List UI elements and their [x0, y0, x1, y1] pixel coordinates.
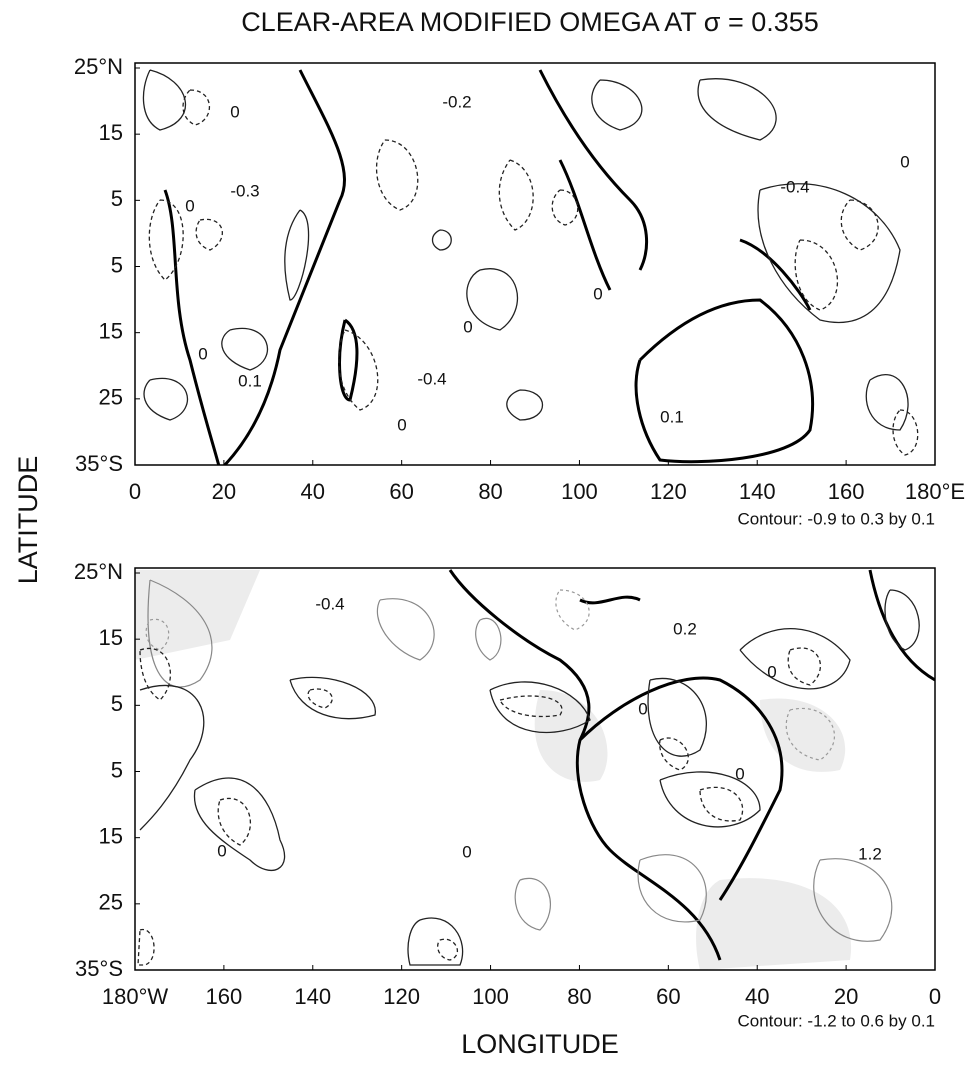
y-axis-label: LATITUDE — [13, 456, 43, 585]
x-tick-label: 80 — [567, 984, 591, 1009]
contour-label: 0 — [638, 699, 647, 718]
contour-label: -0.4 — [780, 177, 809, 196]
contour-label: -0.4 — [417, 369, 446, 388]
contour-label: -0.4 — [315, 594, 344, 613]
contour-label: 0 — [463, 317, 472, 336]
x-tick-label: 0 — [929, 984, 941, 1009]
contour-label: 0 — [230, 102, 239, 121]
contour-label: 0.1 — [238, 371, 262, 390]
plot-frame — [134, 567, 936, 971]
contour-label: 0 — [185, 196, 194, 215]
x-tick-label: 120 — [383, 984, 420, 1009]
x-tick-label: 20 — [834, 984, 858, 1009]
y-tick-label: 5 — [111, 691, 123, 716]
plot-frame — [134, 62, 936, 466]
contour-label: 0 — [217, 841, 226, 860]
y-tick-label: 15 — [99, 120, 123, 145]
contour-label: -0.3 — [230, 181, 259, 200]
contour-label: 0 — [397, 415, 406, 434]
y-tick-label: 5 — [111, 252, 123, 277]
contour-label: 0 — [900, 152, 909, 171]
y-tick-label: 5 — [111, 757, 123, 782]
contour-label: 0 — [462, 842, 471, 861]
x-tick-label: 160 — [828, 479, 865, 504]
y-tick-label: 15 — [99, 625, 123, 650]
x-tick-label: 40 — [301, 479, 325, 504]
y-tick-label: 15 — [99, 823, 123, 848]
y-tick-label: 25°N — [74, 559, 123, 584]
contour-label: 0.2 — [673, 619, 697, 638]
contour-label: 1.2 — [858, 844, 882, 863]
y-tick-label: 15 — [99, 318, 123, 343]
contour-label: 0 — [767, 662, 776, 681]
x-tick-label: 160 — [206, 984, 243, 1009]
y-tick-label: 5 — [111, 186, 123, 211]
contour-label: 0 — [735, 764, 744, 783]
y-tick-label: 35°S — [75, 956, 123, 981]
contour-note: Contour: -1.2 to 0.6 by 0.1 — [737, 1011, 935, 1030]
chart-title: CLEAR-AREA MODIFIED OMEGA AT σ = 0.355 — [241, 7, 819, 37]
contour-label: 0.1 — [660, 407, 684, 426]
contour-label: 0 — [593, 284, 602, 303]
x-tick-label: 100 — [561, 479, 598, 504]
x-tick-label: 180°W — [102, 984, 169, 1009]
x-tick-label: 100 — [472, 984, 509, 1009]
x-tick-label: 40 — [745, 984, 769, 1009]
y-tick-label: 25 — [99, 385, 123, 410]
x-tick-label: 20 — [212, 479, 236, 504]
x-tick-label: 60 — [389, 479, 413, 504]
y-tick-label: 25°N — [74, 54, 123, 79]
x-tick-label: 140 — [739, 479, 776, 504]
contour-label: -0.2 — [442, 92, 471, 111]
x-axis-label: LONGITUDE — [461, 1029, 619, 1059]
contours-bottom — [135, 569, 935, 970]
contour-label: 0 — [198, 344, 207, 363]
x-tick-label: 60 — [656, 984, 680, 1009]
contours-top — [142, 69, 919, 465]
x-tick-label: 80 — [478, 479, 502, 504]
x-tick-label: 180°E — [905, 479, 965, 504]
x-tick-label: 140 — [294, 984, 331, 1009]
y-tick-label: 25 — [99, 890, 123, 915]
x-tick-label: 120 — [650, 479, 687, 504]
x-tick-label: 0 — [129, 479, 141, 504]
y-tick-label: 35°S — [75, 451, 123, 476]
contour-note: Contour: -0.9 to 0.3 by 0.1 — [737, 509, 935, 528]
